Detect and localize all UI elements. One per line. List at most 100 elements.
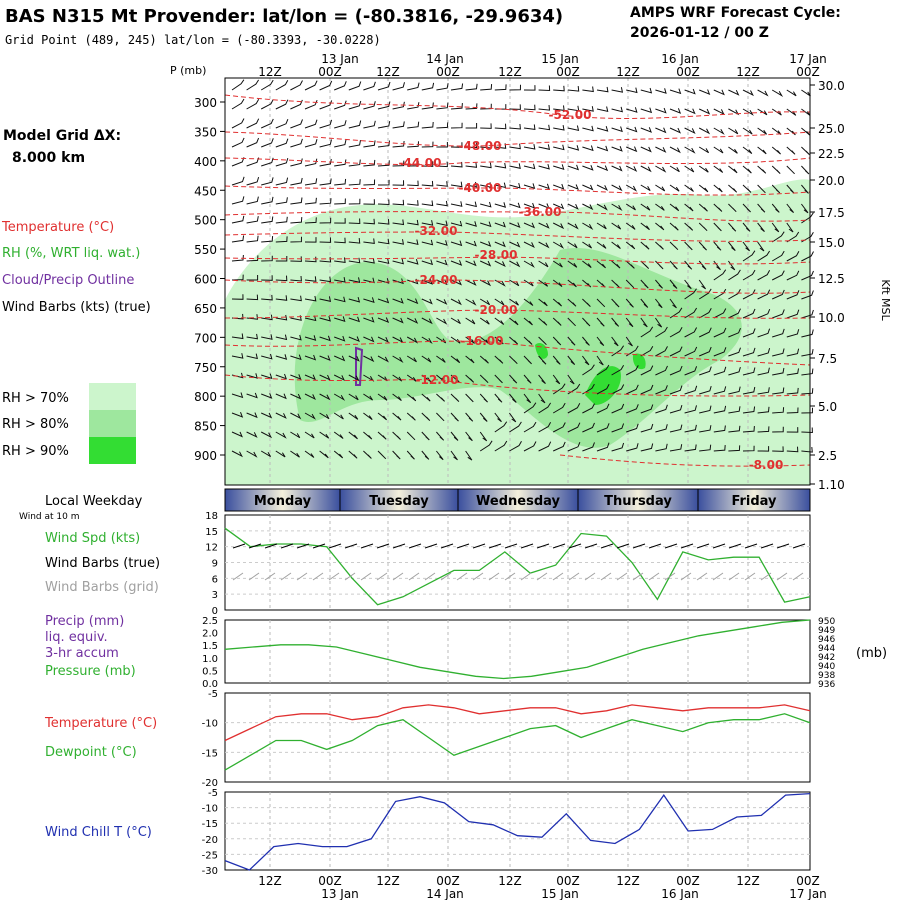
wind-barb [333, 450, 344, 459]
pressure-rtick-4: 942 [818, 653, 835, 663]
wind-barb [669, 146, 681, 154]
wind-barb [392, 412, 402, 421]
wind-barb [377, 374, 388, 382]
wind-barb [348, 393, 359, 401]
temp-panel-frame [224, 692, 811, 783]
wind-barb [377, 393, 388, 401]
wind-barb [596, 184, 608, 191]
surface-barb-true [776, 543, 790, 549]
wind-barb [771, 127, 782, 135]
wind-barb [231, 274, 244, 281]
wind-barb [538, 421, 552, 433]
wind-barb [436, 122, 449, 129]
height-tick-5: 15.0 [818, 236, 845, 250]
height-tick-8: 7.5 [818, 352, 837, 366]
wind-barb [655, 443, 668, 452]
wind-barb [509, 104, 521, 110]
temp-contour-label-6: -28.00 [475, 248, 518, 262]
local-weekday-label: Local Weekday [45, 494, 143, 509]
wind-barb [742, 289, 756, 300]
wind-barb [480, 221, 492, 228]
wind-barb [348, 336, 360, 343]
wind-barb [509, 421, 522, 433]
wind-barb [334, 277, 346, 283]
wind-barb [669, 108, 682, 114]
pressure-rtick-5: 940 [818, 662, 835, 672]
surface-barb-grid [520, 572, 532, 581]
top-date-2: 15 Jan [541, 52, 579, 66]
wind-barb [611, 87, 624, 93]
wind-barb [392, 450, 401, 460]
wind-barb [275, 450, 286, 458]
wind-barb [494, 355, 504, 364]
surface-barb-grid [664, 572, 676, 581]
wind-barb [494, 440, 508, 452]
wind-barb [421, 259, 434, 266]
wind-barb [757, 309, 771, 319]
wind-barb [786, 146, 796, 155]
legend-cloud-outline: Cloud/Precip Outline [2, 273, 134, 288]
wind-barb [377, 101, 391, 110]
wind-barb [786, 165, 795, 175]
wind-barb [596, 145, 609, 152]
wind-barb [246, 333, 259, 340]
wind-barb [523, 393, 532, 404]
wind-barb [260, 118, 274, 129]
wind-barb [611, 364, 625, 376]
press-panel-ytick-0: 0.0 [202, 679, 218, 690]
wind-barb [801, 309, 814, 319]
wind-barb [509, 222, 521, 228]
wind-barb [333, 431, 344, 439]
wind-barb [523, 298, 534, 306]
wind-barb [231, 137, 245, 148]
wind-barb [334, 198, 346, 205]
wind-barb [406, 412, 416, 421]
wind-barb [538, 163, 550, 170]
height-tick-1: 25.0 [818, 122, 845, 136]
surface-barb-grid [408, 572, 420, 581]
wind-barb [640, 241, 650, 250]
surface-barb-grid [712, 572, 724, 581]
wind-barb [465, 162, 478, 168]
wind-panel-ytick-2: 6 [212, 574, 218, 585]
pressure-tick-800: 800 [194, 390, 217, 404]
wind-barb [319, 198, 332, 205]
station-title: BAS N315 Mt Provender: lat/lon = (-80.38… [5, 6, 563, 27]
wind-barb [596, 106, 609, 113]
wind-barb [261, 157, 274, 167]
wind-barb [348, 277, 361, 283]
wind-barb [699, 425, 712, 433]
wind-barb [479, 298, 491, 306]
wind-barb [523, 402, 537, 414]
wind-barb [450, 260, 463, 266]
wind-barb [669, 88, 682, 95]
surface-barb-true [568, 543, 582, 549]
wind-barb [640, 203, 651, 211]
wind-barb [348, 179, 361, 186]
pressure-rtick-7: 936 [818, 680, 835, 690]
wind-speed-line [224, 527, 811, 606]
forecast-cycle-label: AMPS WRF Forecast Cycle: [630, 5, 841, 21]
wind-barb [334, 139, 347, 148]
weekday-label-4: Friday [731, 494, 777, 509]
wind-barb [553, 105, 565, 111]
wind-barb [523, 260, 535, 268]
wind-barb [290, 450, 300, 458]
wind-barb [523, 336, 533, 345]
wind-barb [552, 279, 563, 287]
wind-barb [407, 239, 419, 246]
wind-barb [684, 444, 697, 452]
wind-barb [655, 424, 668, 433]
wind-barb [771, 289, 785, 300]
pressure-line [224, 619, 811, 680]
wind-barb [611, 126, 623, 133]
press-panel-ytick-5: 2.5 [202, 616, 218, 627]
wind-barb [640, 222, 650, 231]
top-tick-0: 12Z [258, 65, 282, 79]
wind-barb [231, 196, 245, 205]
wind-barb [669, 346, 683, 357]
wind-barb [407, 180, 419, 187]
wind-barb [377, 238, 390, 245]
wind-barb [523, 317, 533, 326]
temp-contour-11 [559, 454, 811, 467]
